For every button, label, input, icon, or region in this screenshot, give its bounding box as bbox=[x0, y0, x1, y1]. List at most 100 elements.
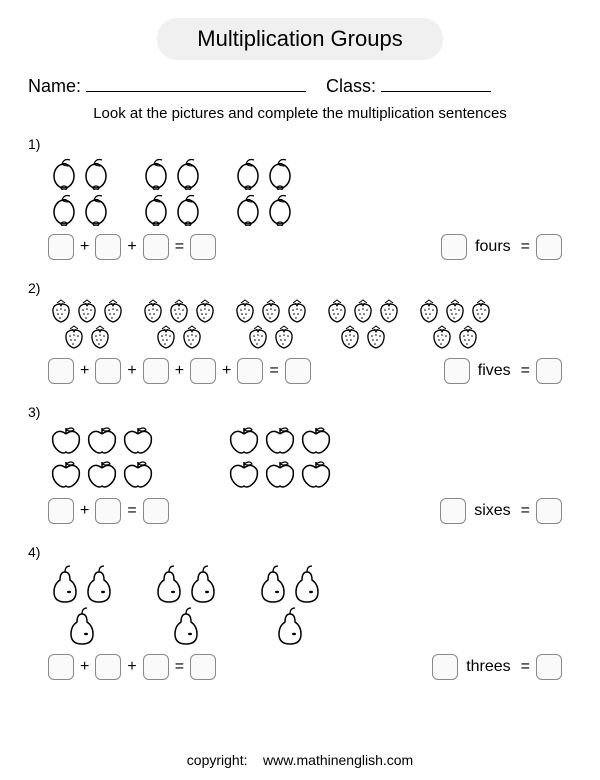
fruit-groups-row bbox=[48, 298, 572, 350]
answer-box[interactable] bbox=[444, 358, 470, 384]
strawberry-icon bbox=[140, 298, 166, 324]
equals-sign: = bbox=[173, 658, 186, 676]
apple-icon bbox=[226, 422, 262, 456]
apple-icon bbox=[298, 456, 334, 490]
fruit-group bbox=[140, 154, 204, 226]
lemon-icon bbox=[172, 190, 204, 226]
answer-box[interactable] bbox=[143, 654, 169, 680]
fruit-group bbox=[48, 298, 126, 350]
plus-sign: + bbox=[78, 502, 91, 520]
apple-icon bbox=[120, 456, 156, 490]
answer-box[interactable] bbox=[48, 654, 74, 680]
equals-sign: = bbox=[519, 238, 532, 256]
fruit-group bbox=[48, 422, 156, 490]
name-label: Name: bbox=[28, 76, 81, 96]
answer-box[interactable] bbox=[536, 358, 562, 384]
answer-box[interactable] bbox=[48, 498, 74, 524]
pear-icon bbox=[273, 604, 307, 646]
strawberry-icon bbox=[284, 298, 310, 324]
plus-sign: + bbox=[78, 238, 91, 256]
lemon-icon bbox=[80, 190, 112, 226]
answer-box[interactable] bbox=[285, 358, 311, 384]
answer-box[interactable] bbox=[190, 234, 216, 260]
word-expression: fives= bbox=[444, 358, 562, 384]
word-expression: fours= bbox=[441, 234, 562, 260]
answer-box[interactable] bbox=[432, 654, 458, 680]
plus-sign: + bbox=[173, 362, 186, 380]
fruit-group bbox=[48, 562, 116, 646]
plus-sign: + bbox=[125, 238, 138, 256]
apple-icon bbox=[84, 456, 120, 490]
strawberry-icon bbox=[337, 324, 363, 350]
fruit-groups-row bbox=[48, 562, 572, 646]
answer-box[interactable] bbox=[441, 234, 467, 260]
strawberry-icon bbox=[442, 298, 468, 324]
answer-box[interactable] bbox=[95, 234, 121, 260]
answer-box[interactable] bbox=[48, 358, 74, 384]
equals-sign: = bbox=[173, 238, 186, 256]
answer-box[interactable] bbox=[143, 498, 169, 524]
answer-box[interactable] bbox=[536, 498, 562, 524]
strawberry-icon bbox=[245, 324, 271, 350]
strawberry-icon bbox=[416, 298, 442, 324]
addition-expression: ++= bbox=[48, 654, 216, 680]
fruit-group bbox=[416, 298, 494, 350]
answer-box[interactable] bbox=[536, 234, 562, 260]
answer-box[interactable] bbox=[190, 358, 216, 384]
plus-sign: + bbox=[78, 658, 91, 676]
apple-icon bbox=[84, 422, 120, 456]
lemon-icon bbox=[80, 154, 112, 190]
answer-box[interactable] bbox=[48, 234, 74, 260]
fruit-group bbox=[256, 562, 324, 646]
count-word: fours bbox=[471, 238, 515, 256]
name-blank[interactable] bbox=[86, 74, 306, 92]
instructions: Look at the pictures and complete the mu… bbox=[28, 105, 572, 122]
equation-row: ++++=fives= bbox=[48, 358, 562, 384]
strawberry-icon bbox=[324, 298, 350, 324]
word-expression: sixes= bbox=[440, 498, 562, 524]
answer-box[interactable] bbox=[237, 358, 263, 384]
strawberry-icon bbox=[350, 298, 376, 324]
plus-sign: + bbox=[78, 362, 91, 380]
strawberry-icon bbox=[271, 324, 297, 350]
lemon-icon bbox=[172, 154, 204, 190]
addition-expression: ++++= bbox=[48, 358, 311, 384]
answer-box[interactable] bbox=[143, 234, 169, 260]
lemon-icon bbox=[232, 190, 264, 226]
fruit-group bbox=[226, 422, 334, 490]
problem-number: 4) bbox=[28, 544, 572, 560]
strawberry-icon bbox=[74, 298, 100, 324]
strawberry-icon bbox=[153, 324, 179, 350]
apple-icon bbox=[298, 422, 334, 456]
equals-sign: = bbox=[125, 502, 138, 520]
problem-number: 3) bbox=[28, 404, 572, 420]
problem: 1) bbox=[28, 136, 572, 260]
pear-icon bbox=[169, 604, 203, 646]
strawberry-icon bbox=[179, 324, 205, 350]
answer-box[interactable] bbox=[190, 654, 216, 680]
problem-number: 1) bbox=[28, 136, 572, 152]
answer-box[interactable] bbox=[143, 358, 169, 384]
answer-box[interactable] bbox=[440, 498, 466, 524]
addition-expression: + + = bbox=[48, 234, 216, 260]
strawberry-icon bbox=[468, 298, 494, 324]
fruit-group bbox=[232, 298, 310, 350]
equals-sign: = bbox=[267, 362, 280, 380]
footer-site: www.mathinenglish.com bbox=[263, 752, 413, 768]
apple-icon bbox=[48, 456, 84, 490]
answer-box[interactable] bbox=[95, 654, 121, 680]
equals-sign: = bbox=[519, 502, 532, 520]
lemon-icon bbox=[48, 190, 80, 226]
problem: 2) bbox=[28, 280, 572, 384]
apple-icon bbox=[262, 456, 298, 490]
fruit-group bbox=[140, 298, 218, 350]
answer-box[interactable] bbox=[95, 498, 121, 524]
lemon-icon bbox=[140, 154, 172, 190]
problem-number: 2) bbox=[28, 280, 572, 296]
class-blank[interactable] bbox=[381, 74, 491, 92]
fruit-groups-row bbox=[48, 154, 572, 226]
answer-box[interactable] bbox=[536, 654, 562, 680]
fruit-group bbox=[152, 562, 220, 646]
answer-box[interactable] bbox=[95, 358, 121, 384]
apple-icon bbox=[120, 422, 156, 456]
